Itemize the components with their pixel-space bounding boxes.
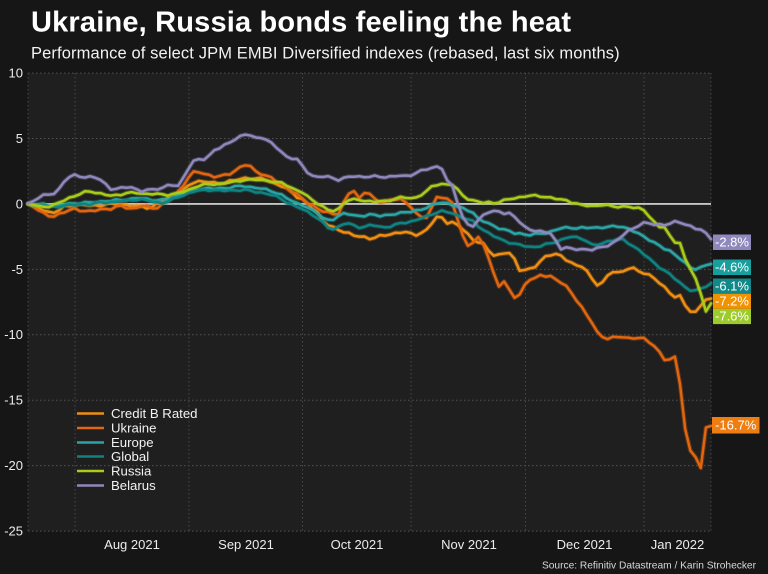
svg-text:-7.6%: -7.6%: [715, 309, 749, 324]
svg-text:Sep 2021: Sep 2021: [218, 537, 274, 552]
svg-text:-10: -10: [4, 327, 23, 342]
svg-text:Nov 2021: Nov 2021: [441, 537, 497, 552]
svg-text:Dec 2021: Dec 2021: [557, 537, 613, 552]
svg-text:10: 10: [9, 66, 23, 81]
svg-text:-5: -5: [11, 262, 23, 277]
svg-text:5: 5: [16, 131, 23, 146]
svg-text:Global: Global: [111, 449, 149, 464]
svg-text:Russia: Russia: [111, 464, 152, 479]
svg-text:Belarus: Belarus: [111, 478, 156, 493]
svg-text:Oct 2021: Oct 2021: [331, 537, 384, 552]
svg-text:-6.1%: -6.1%: [715, 278, 749, 293]
svg-text:-2.8%: -2.8%: [715, 235, 749, 250]
svg-text:Source: Refinitiv Datastream /: Source: Refinitiv Datastream / Karin Str…: [542, 561, 757, 572]
svg-text:Credit B Rated: Credit B Rated: [111, 406, 198, 421]
svg-text:-25: -25: [4, 524, 23, 539]
svg-text:Ukraine: Ukraine: [111, 421, 156, 436]
svg-text:Performance of select JPM EMBI: Performance of select JPM EMBI Diversifi…: [31, 45, 620, 63]
svg-text:Ukraine, Russia bonds feeling: Ukraine, Russia bonds feeling the heat: [31, 7, 571, 39]
svg-text:-7.2%: -7.2%: [715, 294, 749, 309]
svg-text:Jan 2022: Jan 2022: [651, 537, 705, 552]
svg-text:0: 0: [16, 196, 23, 211]
svg-text:Europe: Europe: [111, 435, 154, 450]
svg-text:-16.7%: -16.7%: [715, 418, 757, 433]
svg-text:-20: -20: [4, 458, 23, 473]
svg-text:-4.6%: -4.6%: [715, 260, 749, 275]
svg-text:Aug 2021: Aug 2021: [104, 537, 160, 552]
svg-text:-15: -15: [4, 393, 23, 408]
